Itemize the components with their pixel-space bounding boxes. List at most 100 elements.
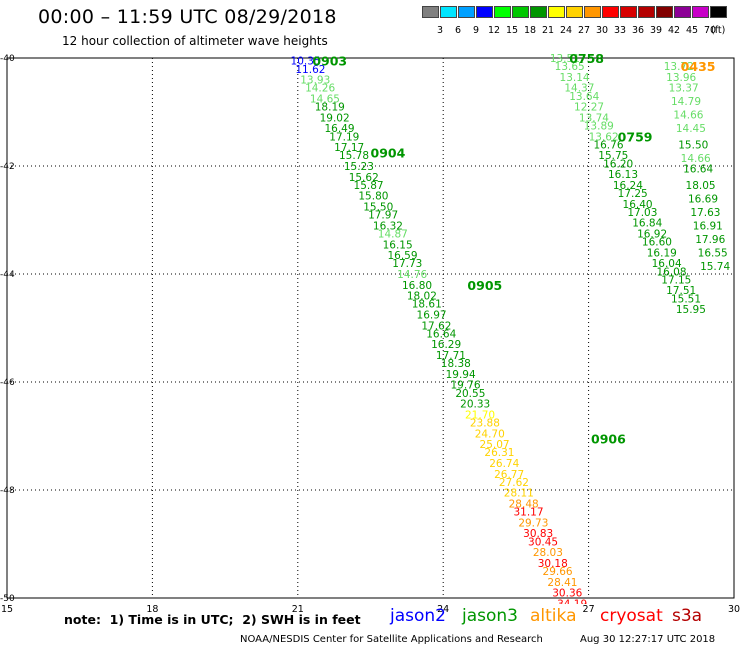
legend-label: 33: [613, 25, 627, 36]
data-point-altika: 17.03: [627, 207, 657, 219]
data-point-jason3: 27.62: [499, 477, 529, 489]
data-point-jason3: 30.36: [552, 588, 582, 600]
data-point-jason3: 18.19: [315, 102, 345, 114]
data-point-s3a: 15.50: [678, 139, 708, 151]
data-point-altika: 16.24: [613, 180, 643, 192]
data-point-jason3: 18.38: [441, 358, 471, 370]
data-point-altika: 16.19: [647, 247, 677, 259]
legend-swatch: [710, 6, 727, 18]
data-point-jason3: 30.18: [538, 558, 568, 570]
data-point-jason3: 16.32: [373, 220, 403, 232]
data-point-altika: 16.08: [656, 266, 686, 278]
y-tick-label: -42: [0, 162, 15, 172]
legend-swatch: [494, 6, 511, 18]
legend-swatch: [458, 6, 475, 18]
data-point-jason3: 14.26: [305, 83, 335, 95]
data-point-jason3: 34.19: [557, 598, 587, 610]
legend-swatch: [674, 6, 691, 18]
page-title: 00:00 – 11:59 UTC 08/29/2018: [38, 6, 337, 28]
plot-frame: [6, 57, 735, 599]
data-point-jason3: 17.73: [392, 258, 422, 270]
data-point-jason3: 17.62: [421, 320, 451, 332]
legend-label: 30: [595, 25, 609, 36]
data-point-jason3: 30.83: [523, 528, 553, 540]
data-point-jason3: 28.03: [533, 547, 563, 559]
x-tick-label: 21: [292, 604, 304, 615]
legend-swatch: [656, 6, 673, 18]
data-point-s3a: 13.96: [666, 72, 696, 84]
legend-label: 45: [685, 25, 699, 36]
data-point-jason3: 16.80: [402, 280, 432, 292]
data-point-jason3: 16.29: [431, 339, 461, 351]
legend-label: 70: [703, 25, 717, 36]
data-point-jason3: 19.94: [446, 369, 476, 381]
data-point-jason3: 20.55: [455, 388, 485, 400]
mission-label-cryosat: cryosat: [600, 606, 663, 626]
data-point-s3a: 16.64: [683, 164, 713, 176]
data-point-jason3: 20.33: [460, 399, 490, 411]
legend-label: 36: [631, 25, 645, 36]
legend-swatch: [476, 6, 493, 18]
data-point-altika: 17.51: [666, 285, 696, 297]
data-point-s3a: 17.63: [690, 207, 720, 219]
data-point-altika: 12.27: [574, 102, 604, 114]
data-point-jason3: 14.65: [310, 94, 340, 106]
legend-label: 3: [436, 25, 444, 36]
data-point-jason3: 15.87: [354, 180, 384, 192]
data-point-jason3: 17.19: [329, 131, 359, 143]
data-point-altika: 13.64: [569, 91, 599, 103]
data-point-jason3: 28.11: [504, 488, 534, 500]
mission-label-jason2: jason2: [390, 606, 446, 626]
credit-text: NOAA/NESDIS Center for Satellite Applica…: [240, 634, 543, 645]
legend-unit: (ft): [711, 25, 726, 36]
data-point-jason3: 18.61: [412, 299, 442, 311]
data-point-s3a: 14.79: [671, 96, 701, 108]
page-subtitle: 12 hour collection of altimeter wave hei…: [62, 34, 328, 48]
data-point-jason3: 24.70: [475, 428, 505, 440]
legend-swatch: [530, 6, 547, 18]
data-point-jason3: 26.74: [489, 458, 519, 470]
mission-label-s3a: s3a: [672, 606, 703, 626]
data-point-jason3: 10.35: [291, 56, 321, 68]
data-point-altika: 17.25: [618, 188, 648, 200]
data-point-s3a: 14.45: [676, 123, 706, 135]
data-point-jason3: 30.45: [528, 536, 558, 548]
data-point-s3a: 14.66: [673, 110, 703, 122]
y-tick-label: -44: [0, 270, 15, 280]
legend-label: 9: [472, 25, 480, 36]
generated-timestamp: Aug 30 12:27:17 UTC 2018: [580, 634, 716, 645]
legend-swatch: [440, 6, 457, 18]
time-label: 0906: [591, 432, 626, 447]
data-point-jason3: 18.02: [407, 291, 437, 303]
data-point-altika: 17.15: [661, 274, 691, 286]
data-point-jason3: 28.41: [547, 577, 577, 589]
data-point-altika: 15.95: [676, 304, 706, 316]
legend-label: 6: [454, 25, 462, 36]
y-tick-label: -40: [0, 54, 15, 64]
data-point-altika: 16.60: [642, 237, 672, 249]
time-label: 0905: [467, 278, 502, 293]
data-point-altika: 16.13: [608, 169, 638, 181]
legend-swatch: [638, 6, 655, 18]
legend-label: 18: [523, 25, 537, 36]
legend-label: 24: [559, 25, 573, 36]
data-point-altika: 13.14: [560, 72, 590, 84]
footnote: note: 1) Time is in UTC; 2) SWH is in fe…: [64, 612, 361, 627]
data-point-jason3: 16.15: [383, 239, 413, 251]
data-point-s3a: 16.69: [688, 193, 718, 205]
data-point-altika: 16.20: [603, 158, 633, 170]
data-point-jason3: 15.78: [339, 150, 369, 162]
x-tick-label: 30: [728, 604, 740, 615]
data-point-altika: 16.92: [637, 229, 667, 241]
legend-label: 27: [577, 25, 591, 36]
data-point-altika: 13.51: [550, 53, 580, 65]
data-point-s3a: 13.72: [664, 61, 694, 73]
data-point-jason3: 31.17: [513, 507, 543, 519]
y-tick-label: -48: [0, 486, 15, 496]
chart-grid: [6, 57, 735, 599]
chart-axes: 15 18 21 24 27 30 -40 -42 -44 -46 -48 -50: [0, 54, 740, 615]
legend-swatch: [584, 6, 601, 18]
data-point-altika: 13.62: [589, 131, 619, 143]
chart-time-labels: 0903 0904 0905 0906 0758 0759 0435: [312, 51, 715, 447]
data-point-altika: 13.74: [579, 112, 609, 124]
